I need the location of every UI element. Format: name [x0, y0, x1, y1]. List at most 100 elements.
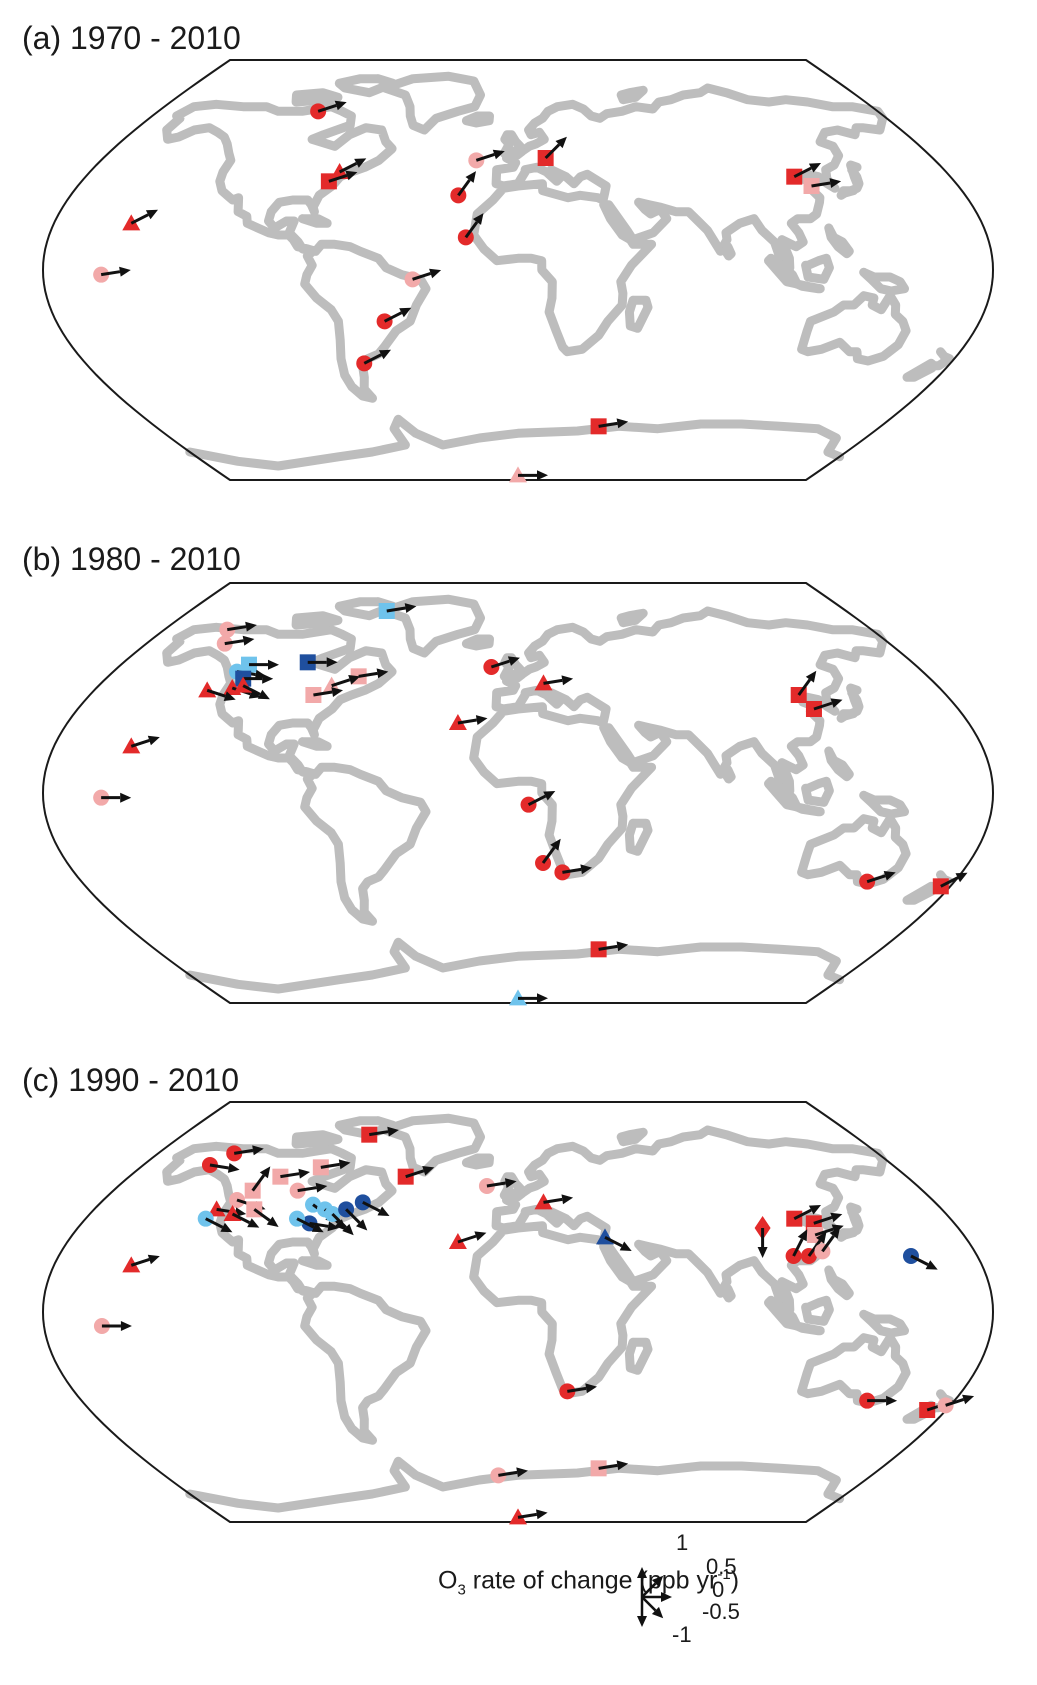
coastline	[616, 85, 648, 105]
trend-arrow-head	[886, 1395, 898, 1406]
station	[590, 418, 629, 435]
trend-arrow-shaft	[331, 678, 351, 688]
trend-arrow-head	[474, 1231, 487, 1241]
coastline	[185, 414, 845, 471]
trend-arrow-head	[145, 209, 158, 220]
coastline	[461, 1153, 494, 1170]
trend-arrow-shaft	[251, 1174, 266, 1192]
coastline	[764, 253, 802, 289]
trend-arrow-head	[268, 659, 279, 670]
trend-arrow-shaft	[807, 1239, 822, 1257]
station	[197, 1210, 233, 1233]
trend-arrow-shaft	[945, 1398, 965, 1407]
station	[509, 466, 548, 483]
legend-label: O3 rate of change (ppb yr-1)	[438, 1566, 740, 1599]
coastline	[801, 1295, 834, 1326]
coastline	[298, 214, 332, 228]
coastline	[624, 1337, 653, 1375]
legend-arrow	[641, 1575, 664, 1598]
trend-arrow-shaft	[280, 1172, 300, 1179]
coastline	[298, 1256, 332, 1270]
station-marker-circle	[554, 864, 571, 881]
coastline	[334, 1116, 398, 1140]
station-marker-square	[932, 878, 949, 895]
coastline	[298, 737, 332, 751]
station	[305, 687, 343, 703]
trend-arrow-shaft	[486, 1181, 506, 1188]
coastline	[859, 267, 909, 296]
trend-arrow-shaft	[383, 311, 403, 323]
trend-arrow-shaft	[386, 606, 406, 613]
station	[800, 1231, 827, 1264]
coastline	[624, 818, 653, 856]
station-marker-triangle	[198, 681, 217, 698]
trend-arrow-shaft	[866, 874, 886, 884]
coastline	[162, 99, 431, 403]
coastline	[380, 1113, 485, 1177]
trend-arrow-head	[561, 675, 574, 686]
trend-arrow-head	[342, 1223, 354, 1236]
station-marker-circle	[219, 621, 236, 638]
trend-arrow-head	[925, 1260, 938, 1270]
station	[312, 1159, 351, 1176]
station-marker-square	[590, 1460, 607, 1477]
trend-arrow-head	[422, 1166, 435, 1176]
stations	[93, 100, 842, 483]
trend-arrow-head	[242, 635, 255, 646]
trend-arrow-shaft	[362, 1200, 381, 1213]
trend-arrow-shaft	[412, 272, 432, 281]
coastline	[334, 74, 398, 98]
station	[361, 1126, 399, 1143]
trend-arrow-shaft	[498, 1470, 518, 1477]
trend-arrow-head	[561, 1194, 574, 1205]
trend-arrow-head	[331, 687, 343, 697]
coastline	[162, 622, 431, 926]
station	[859, 871, 896, 890]
coastline	[764, 1295, 802, 1331]
station	[509, 1508, 548, 1525]
legend-tick-0: 0	[712, 1577, 725, 1602]
trend-arrow-head	[507, 656, 520, 666]
coastline	[824, 223, 854, 259]
trend-arrow-shaft	[205, 1217, 224, 1229]
coastline	[797, 814, 911, 889]
trend-arrow-head	[555, 136, 567, 149]
station	[397, 1166, 435, 1185]
station-marker-triangle	[207, 1200, 226, 1217]
legend-arrow	[642, 1592, 672, 1602]
station	[338, 1201, 368, 1231]
station	[223, 1205, 260, 1228]
trend-arrow-shaft	[821, 1235, 835, 1253]
trend-arrow-shaft	[604, 1235, 623, 1248]
trend-arrow-head	[348, 675, 361, 685]
trend-arrow-shaft	[910, 1254, 929, 1266]
trend-arrow-shaft	[457, 179, 471, 197]
station	[219, 621, 257, 638]
station	[785, 1229, 808, 1264]
station	[201, 1157, 240, 1173]
coastline	[801, 253, 834, 284]
trend-arrow-shaft	[242, 684, 261, 696]
trend-arrow-shaft	[562, 867, 582, 874]
trend-arrow-shaft	[345, 1208, 361, 1224]
station-marker-circle	[559, 1383, 576, 1400]
station	[535, 838, 561, 871]
coastline	[836, 1202, 864, 1242]
trend-arrow-head	[465, 171, 476, 183]
station	[814, 1227, 841, 1260]
coastline	[624, 295, 653, 333]
trend-arrow-head	[262, 673, 274, 684]
trend-arrow-head	[298, 1168, 310, 1179]
legend-arrow-head	[661, 1592, 672, 1602]
trend-arrow-shaft	[369, 1130, 389, 1137]
station-marker-square	[590, 941, 607, 958]
station	[310, 100, 347, 120]
trend-arrow-head	[580, 864, 592, 875]
station	[509, 989, 548, 1006]
trend-arrow-shaft	[527, 794, 547, 807]
trend-arrow-head	[492, 149, 505, 160]
station	[216, 635, 255, 652]
trend-arrow-head	[120, 1321, 132, 1331]
station-marker-square	[320, 173, 337, 190]
coastline	[469, 83, 888, 357]
